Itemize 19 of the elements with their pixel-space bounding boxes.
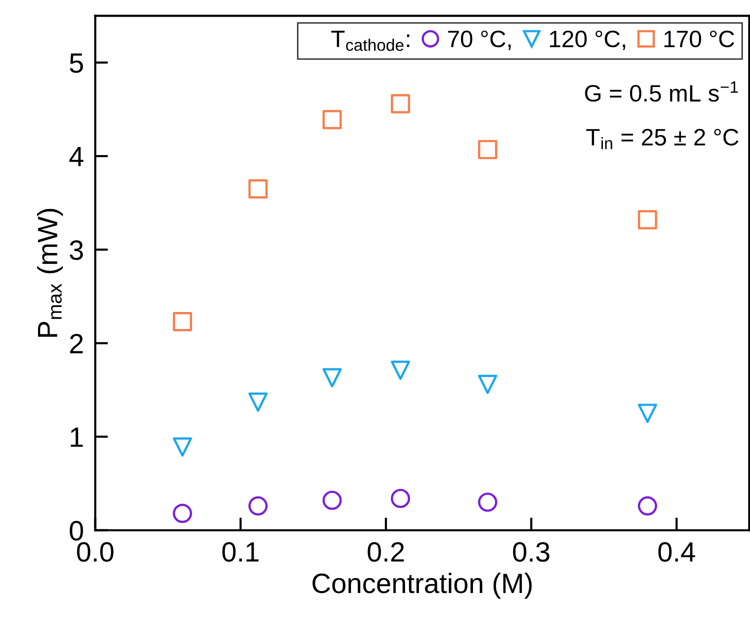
- legend-label: 70 °C,: [448, 30, 511, 50]
- annotation: T$_{in}$ = 25 ± 2 °C: [586, 128, 738, 150]
- x-tick-label: 0.4: [658, 542, 696, 562]
- y-tick-label: 1: [70, 428, 83, 447]
- y-tick-label: 5: [70, 54, 83, 73]
- legend-title: T$_{cathode}$:: [331, 30, 410, 51]
- y-tick-label: 4: [69, 147, 84, 166]
- y-tick-label: 3: [70, 240, 83, 260]
- legend-label: 170 °C: [664, 30, 734, 48]
- legend-label: 120 °C,: [550, 30, 626, 50]
- x-tick-label: 0.1: [222, 542, 259, 562]
- x-tick-label: 0.0: [77, 542, 114, 562]
- y-tick-label: 2: [70, 334, 83, 354]
- x-tick-label: 0.2: [368, 542, 404, 562]
- y-tick-label: 0: [70, 520, 84, 541]
- x-tick-label: 0.3: [513, 542, 550, 562]
- annotation: G = 0.5 mL s$^{−1}$: [585, 81, 738, 102]
- x-axis-title: Concentration (M): [312, 572, 532, 599]
- y-axis-title: P$_{max}$ (mW): [37, 208, 63, 337]
